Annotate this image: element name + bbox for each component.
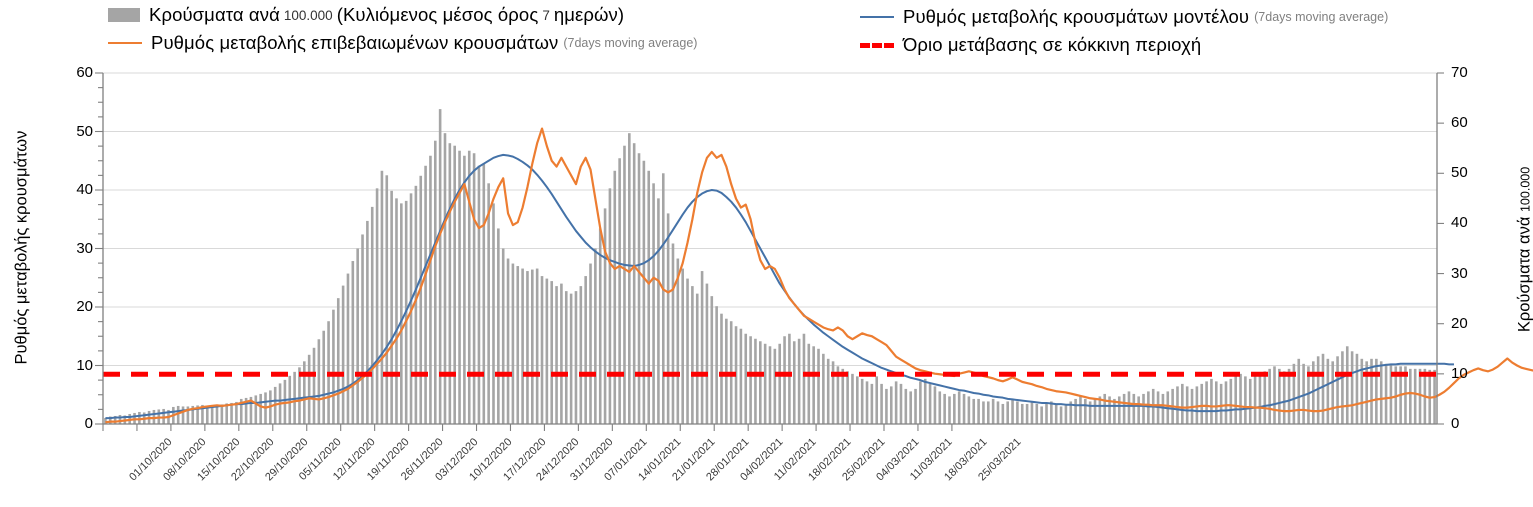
legend-item-cases[interactable]: Κρούσματα ανά 100.000 (Κυλιόμενος μέσος … [108,4,625,25]
legend-label-confirmed-main: Ρυθμός μεταβολής επιβεβαιωμένων κρουσμάτ… [151,32,559,53]
red-dashed-line-swatch-icon [860,42,894,48]
y-axis-left-tick-label: 20 [76,298,93,315]
chart-legend: Κρούσματα ανά 100.000 (Κυλιόμενος μέσος … [0,0,1533,62]
y-axis-right-tick-label: 30 [1451,264,1468,282]
legend-item-model-rate[interactable]: Ρυθμός μεταβολής κρουσμάτων μοντέλου (7d… [860,6,1389,27]
legend-label-confirmed-sub: (7days moving average) [563,36,698,50]
legend-label-cases-rest: (Κυλιόμενος μέσος όρος [336,4,539,25]
axis-lines-layer [95,72,1444,431]
y-axis-left-tick-label: 40 [76,181,93,198]
orange-line-swatch-icon [108,42,142,45]
y-axis-left-tick-label: 30 [76,239,93,257]
confirmed-line-layer [105,127,1533,424]
y-axis-right-tick-label: 10 [1451,364,1468,382]
legend-item-threshold[interactable]: Όριο μετάβασης σε κόκκινη περιοχή [860,34,1202,55]
y-axis-left-tick-label: 0 [84,415,93,432]
y-axis-right-tick-label: 70 [1451,64,1468,81]
y-axis-left-tick-label: 60 [76,64,93,81]
model-line-layer [105,153,1454,420]
y-axis-right-tick-label: 40 [1451,214,1468,232]
y-axis-right-tick-label: 50 [1451,164,1468,182]
bar-swatch-icon [108,8,140,23]
blue-line-swatch-icon [860,16,894,19]
y-axis-left-tick-label: 50 [76,122,93,140]
legend-label-cases-number: 100.000 [283,7,333,23]
legend-label-model-main: Ρυθμός μεταβολής κρουσμάτων μοντέλου [903,6,1250,27]
legend-item-confirmed-rate[interactable]: Ρυθμός μεταβολής επιβεβαιωμένων κρουσμάτ… [108,32,698,53]
legend-label-cases-tail: ημερών) [553,4,625,25]
legend-label-cases-main: Κρούσματα ανά [149,4,280,25]
legend-label-model-sub: (7days moving average) [1254,10,1389,24]
y-axis-right-tick-label: 60 [1451,114,1468,132]
legend-label-cases-days: 7 [542,7,550,23]
y-axis-left-tick-label: 10 [76,356,93,374]
y-axis-right-tick-label: 20 [1451,314,1468,332]
y-axis-right-tick-label: 0 [1451,415,1460,432]
legend-label-threshold: Όριο μετάβασης σε κόκκινη περιοχή [903,34,1202,55]
